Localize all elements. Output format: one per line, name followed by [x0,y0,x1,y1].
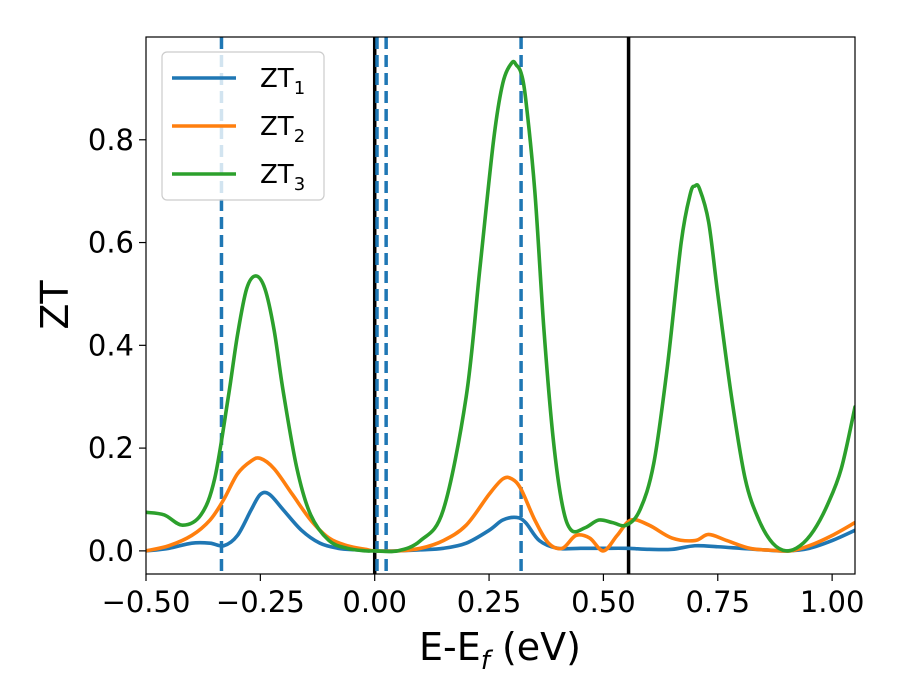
legend-label-zt3: ZT3 [260,160,305,195]
y-tick-label: 0.8 [88,123,134,157]
legend: ZT1 ZT2 ZT3 [161,51,325,201]
x-tick-label: 0.25 [457,585,522,619]
x-tick-label: 0.75 [685,585,750,619]
plot-frame [145,36,856,575]
series-line-zt3 [146,59,855,554]
x-tick-label: 0.00 [342,585,407,619]
x-axis-label-unit: (eV) [490,625,581,669]
y-axis-label: ZT [33,280,77,330]
series-line-zt1 [146,490,855,553]
legend-label-zt2: ZT2 [260,112,305,147]
x-tick-label: −0.25 [216,585,305,619]
y-tick-label: 0.0 [88,534,134,568]
legend-box [161,51,325,201]
y-axis: 0.0 0.2 0.4 0.6 0.8 [88,123,146,568]
x-axis: −0.50 −0.25 0.00 0.25 0.50 0.75 1.00 [102,574,865,619]
y-tick-label: 0.6 [88,226,134,260]
y-tick-label: 0.4 [88,328,134,362]
x-axis-label: E-Ef (eV) [419,625,581,676]
x-tick-label: 0.50 [571,585,636,619]
x-tick-label: 1.00 [800,585,865,619]
series-line-zt2 [146,456,855,553]
x-tick-label: −0.50 [102,585,191,619]
reference-lines [219,37,631,574]
legend-label-zt1: ZT1 [260,64,305,99]
series-layer [146,59,855,554]
y-tick-label: 0.2 [88,431,134,465]
